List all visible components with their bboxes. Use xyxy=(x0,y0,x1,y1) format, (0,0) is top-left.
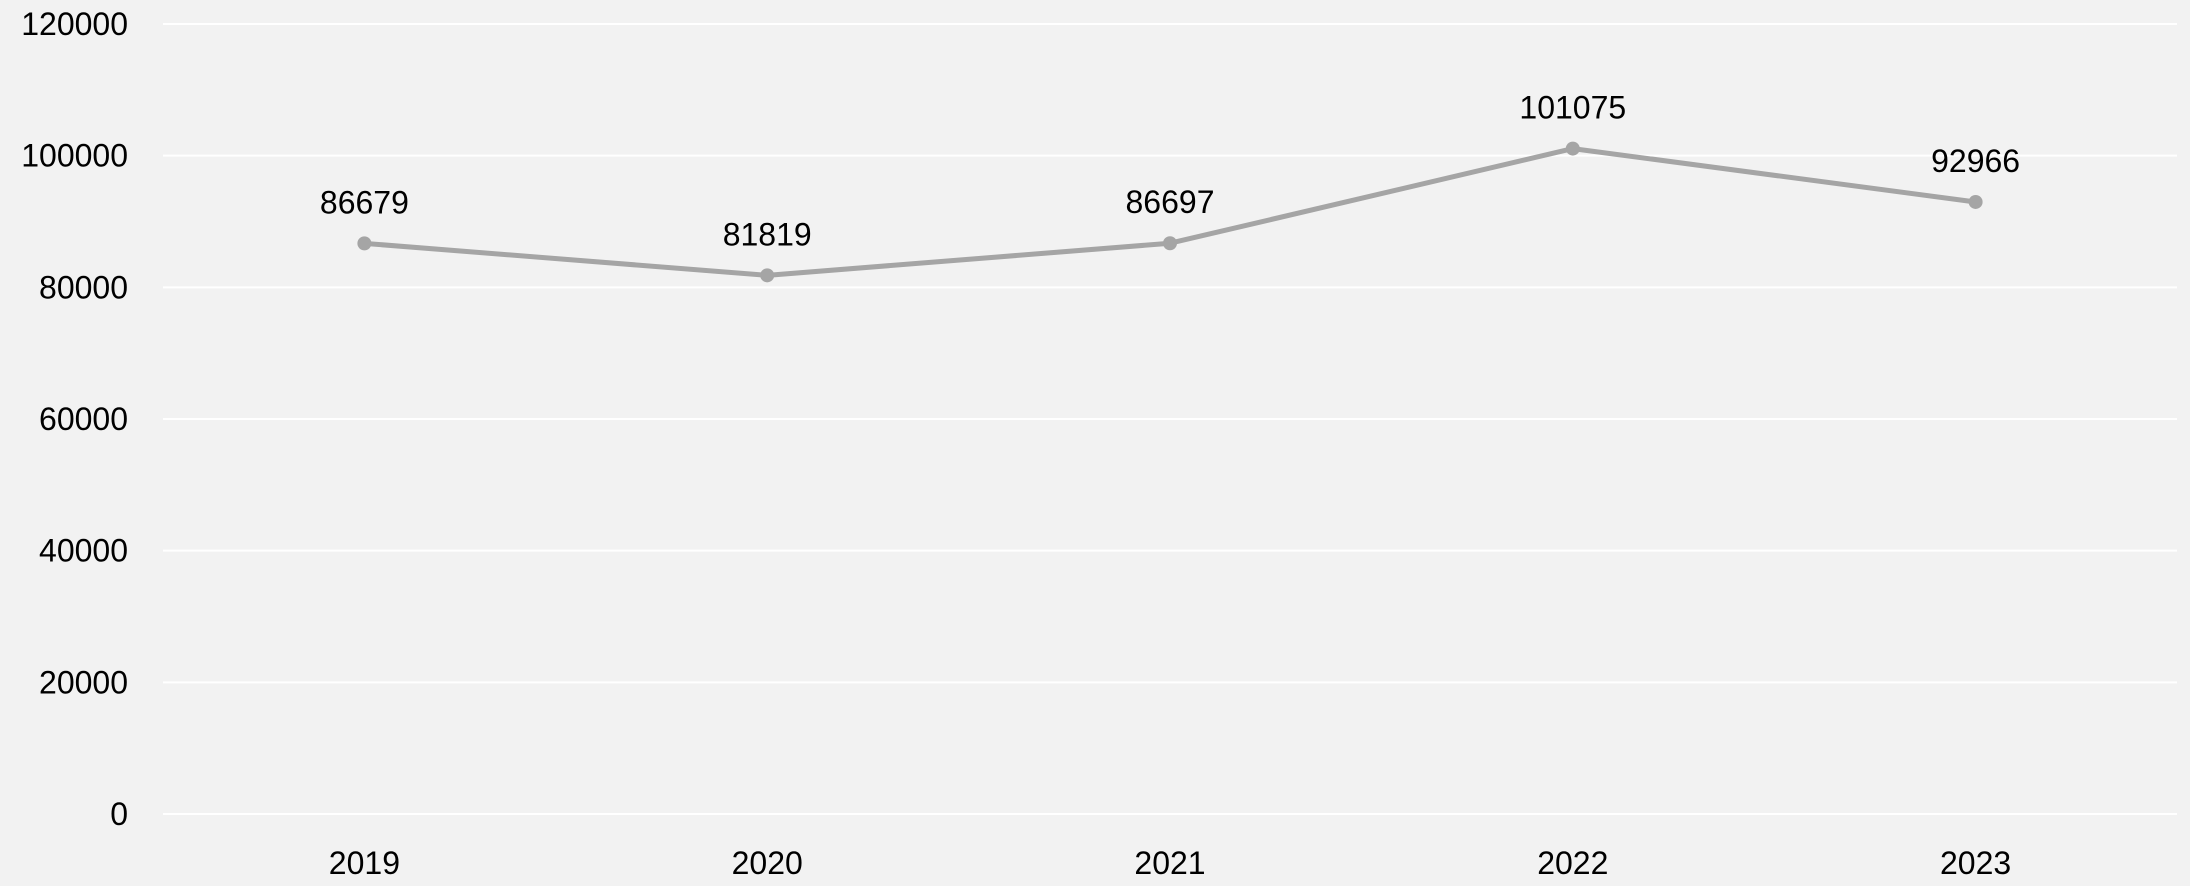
y-tick-label: 120000 xyxy=(21,6,128,42)
y-tick-label: 100000 xyxy=(21,138,128,174)
y-tick-label: 40000 xyxy=(39,533,128,569)
x-axis-labels: 2019 2020 2021 2022 2023 xyxy=(329,845,2011,881)
y-tick-label: 80000 xyxy=(39,269,128,305)
data-point-marker xyxy=(1565,141,1580,156)
data-point-marker xyxy=(760,268,775,283)
x-tick-label: 2023 xyxy=(1940,845,2011,881)
data-label: 101075 xyxy=(1519,90,1626,126)
y-tick-label: 0 xyxy=(110,796,128,832)
data-label: 86697 xyxy=(1126,184,1215,220)
y-axis-labels: 0 20000 40000 60000 80000 100000 120000 xyxy=(21,6,128,832)
gridlines xyxy=(163,23,2177,815)
x-tick-label: 2019 xyxy=(329,845,400,881)
x-tick-label: 2020 xyxy=(732,845,803,881)
data-labels: 86679 81819 86697 101075 92966 xyxy=(320,90,2020,253)
y-tick-label: 20000 xyxy=(39,664,128,700)
x-tick-label: 2021 xyxy=(1134,845,1205,881)
y-tick-label: 60000 xyxy=(39,401,128,437)
x-tick-label: 2022 xyxy=(1537,845,1608,881)
data-point-marker xyxy=(357,236,372,251)
data-point-marker xyxy=(1968,194,1983,209)
series-line-group xyxy=(357,141,1983,283)
data-label: 86679 xyxy=(320,184,409,220)
data-point-marker xyxy=(1163,236,1177,251)
data-label: 92966 xyxy=(1931,143,2020,179)
data-label: 81819 xyxy=(723,216,812,252)
